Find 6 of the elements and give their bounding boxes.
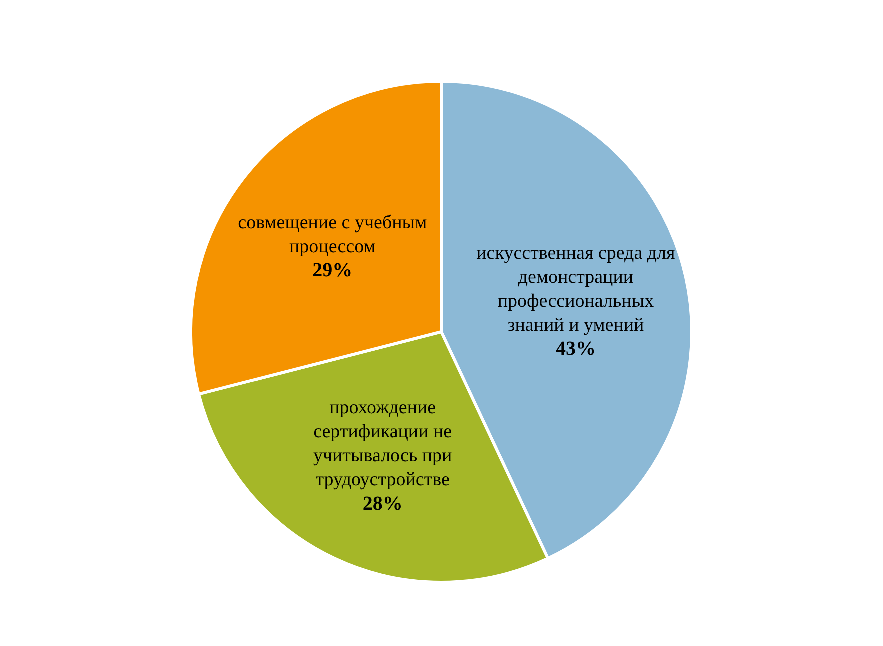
data-label: 28% [362, 492, 403, 515]
slice-label: искусственная среда для демонстрации профессиональных знаний и умений [476, 242, 676, 336]
data-label: 29% [312, 260, 353, 282]
data-label: 43% [556, 338, 596, 360]
slice-label: прохождение сертификации не учитывалось при трудоустройстве [313, 398, 452, 491]
slice-label: совмещение с учебным процессом [238, 212, 428, 258]
